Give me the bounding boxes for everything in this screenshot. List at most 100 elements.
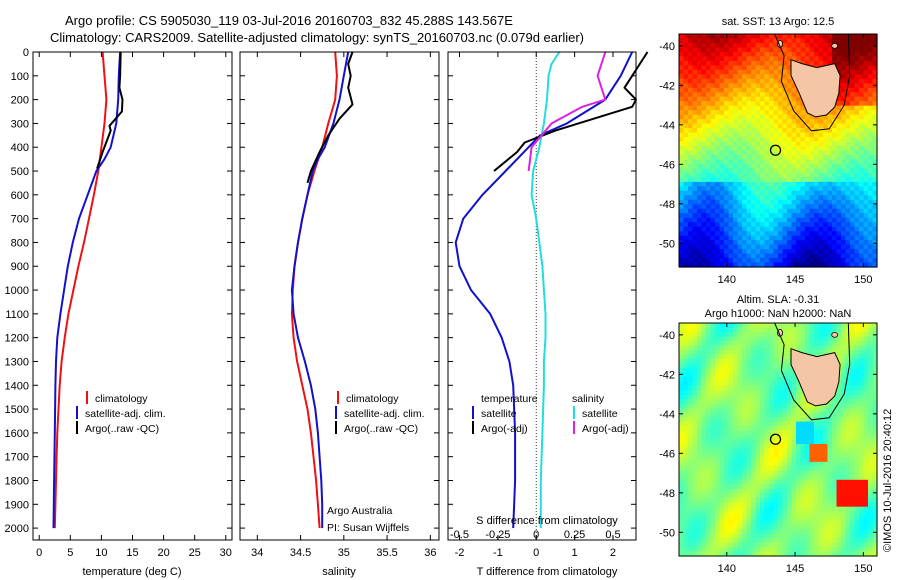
map-cell	[715, 177, 721, 183]
map-cell	[746, 92, 752, 98]
map-cell	[859, 529, 865, 535]
map-cell	[859, 128, 865, 134]
map-cell	[778, 538, 784, 544]
map-cell	[791, 484, 797, 490]
map-cell	[688, 190, 694, 196]
map-cell	[863, 538, 869, 544]
map-cell	[845, 110, 851, 116]
map-cell	[715, 150, 721, 156]
map-cell	[715, 262, 721, 268]
map-cell	[814, 155, 820, 161]
map-cell	[701, 190, 707, 196]
map-cell	[710, 195, 716, 201]
map-cell	[719, 345, 725, 351]
map-cell	[859, 345, 865, 351]
map-cell	[782, 484, 788, 490]
map-cell	[724, 150, 730, 156]
map-cell	[845, 60, 851, 66]
map-cell	[769, 168, 775, 174]
map-cell	[737, 551, 743, 557]
map-cell	[728, 542, 734, 548]
map-cell	[719, 253, 725, 259]
map-cell	[800, 488, 806, 494]
map-cell	[773, 43, 779, 49]
map-cell	[737, 547, 743, 553]
map-cell	[688, 51, 694, 57]
map-cell	[850, 524, 856, 530]
map-cell	[688, 231, 694, 237]
map-cell	[809, 132, 815, 138]
map-cell	[737, 479, 743, 485]
map-cell	[854, 332, 860, 338]
map-cell	[778, 372, 784, 378]
map-cell	[746, 65, 752, 71]
map-cell	[755, 96, 761, 102]
map-cell	[688, 204, 694, 210]
map-cell	[742, 74, 748, 80]
legend-label-satellite: satellite-adj. clim.	[344, 408, 425, 420]
map-cell	[764, 547, 770, 553]
map-cell	[796, 177, 802, 183]
map-cell	[697, 336, 703, 342]
map-cell	[787, 226, 793, 232]
map-cell	[859, 493, 865, 499]
map-cell	[805, 332, 811, 338]
map-cell	[845, 253, 851, 259]
map-cell	[805, 466, 811, 472]
map-cell	[742, 332, 748, 338]
map-cell	[832, 155, 838, 161]
map-cell	[841, 43, 847, 49]
map-cell	[746, 34, 752, 40]
map-cell	[733, 332, 739, 338]
map-cell	[854, 146, 860, 152]
map-cell	[859, 204, 865, 210]
map-cell	[787, 488, 793, 494]
map-cell	[818, 190, 824, 196]
depth-axis: 0100200300400500600700800900100011001200…	[5, 47, 232, 535]
map-cell	[719, 336, 725, 342]
map-cell	[755, 195, 761, 201]
map-cell	[863, 123, 869, 129]
map-cell	[832, 132, 838, 138]
map-cell	[827, 56, 833, 62]
map-cell	[710, 376, 716, 382]
map-cell	[787, 155, 793, 161]
map-cell	[814, 213, 820, 219]
map-cell	[688, 199, 694, 205]
map-cell	[823, 515, 829, 521]
map-cell	[778, 524, 784, 530]
map-cell	[814, 332, 820, 338]
map-cell	[854, 435, 860, 441]
map-cell	[742, 461, 748, 467]
map-cell	[814, 137, 820, 143]
map-cell	[800, 244, 806, 250]
map-cell	[710, 92, 716, 98]
map-cell	[868, 466, 874, 472]
map-cell	[800, 222, 806, 228]
map-cell	[701, 408, 707, 414]
map-cell	[832, 497, 838, 503]
map-cell	[742, 78, 748, 84]
map-cell	[782, 542, 788, 548]
map-cell	[850, 208, 856, 214]
map-cell	[733, 547, 739, 553]
map-cell	[764, 69, 770, 75]
map-cell	[850, 457, 856, 463]
depth-tick-label: 1700	[5, 452, 29, 464]
map-cell	[796, 533, 802, 539]
map-cell	[769, 394, 775, 400]
map-cell	[751, 43, 757, 49]
map-cell	[872, 92, 878, 98]
map-cell	[841, 159, 847, 165]
map-cell	[872, 336, 878, 342]
map-cell	[710, 430, 716, 436]
map-cell	[733, 394, 739, 400]
map-cell	[728, 208, 734, 214]
map-cell	[715, 43, 721, 49]
map-cell	[724, 159, 730, 165]
map-cell	[701, 177, 707, 183]
map-cell	[872, 231, 878, 237]
map-cell	[769, 345, 775, 351]
map-cell	[769, 105, 775, 111]
map-cell	[778, 345, 784, 351]
